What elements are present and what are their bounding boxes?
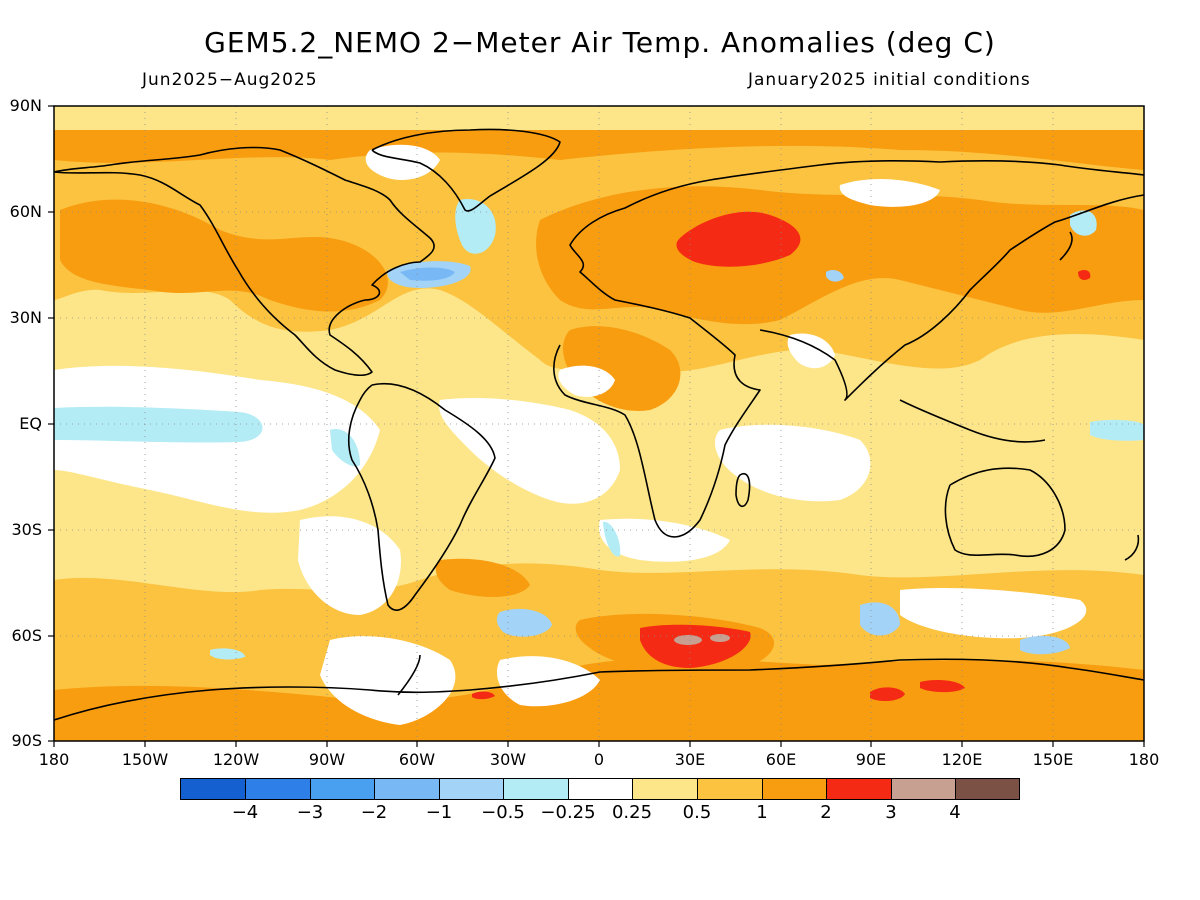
colorbar-label: −3	[296, 802, 324, 823]
south-pacific-neutral	[900, 588, 1087, 639]
antarctica-hotspot	[870, 687, 905, 702]
nw-atlantic-core	[400, 267, 455, 281]
sea-coast	[899, 399, 1046, 443]
madagascar-coast	[735, 473, 751, 508]
siberia-neutral	[839, 178, 940, 207]
arctic-warm	[54, 130, 1144, 170]
colorbar-label: −1	[425, 802, 453, 823]
initial-conditions: January2025 initial conditions	[748, 70, 1031, 90]
lon-label-0: 0	[593, 750, 605, 769]
lon-label-90w: 90W	[308, 750, 346, 769]
lat-label-90n: 90N	[9, 96, 42, 115]
coastlines	[53, 128, 1145, 721]
forecast-period: Jun2025−Aug2025	[142, 70, 318, 90]
colorbar-swatch	[568, 778, 634, 800]
south-atlantic-warm	[435, 558, 530, 597]
north-america-warm	[60, 199, 388, 312]
colorbar-swatch	[955, 778, 1020, 800]
axis-ticks	[48, 105, 1145, 747]
india-neutral	[787, 333, 835, 369]
lon-label-180e: 180	[1128, 750, 1160, 769]
lat-label-30n: 30N	[9, 308, 42, 327]
lat-label-60s: 60S	[11, 626, 42, 645]
lon-label-120w: 120W	[212, 750, 260, 769]
colorbar-label: 3	[885, 802, 897, 823]
antarctic-warm	[54, 658, 1144, 741]
map-title: GEM5.2_NEMO 2−Meter Air Temp. Anomalies …	[204, 26, 996, 59]
colorbar-label: −2	[360, 802, 388, 823]
colorbar-label: 0.5	[682, 802, 712, 823]
s-atlantic-cool	[496, 608, 552, 637]
colorbar-label: 0.25	[611, 802, 653, 823]
lon-label-120e: 120E	[941, 750, 983, 769]
antarctic-peninsula	[397, 654, 421, 696]
europe-africa-coast	[553, 159, 1145, 538]
colorbar-label: −0.25	[540, 802, 596, 823]
colorbar-swatch	[826, 778, 892, 800]
ross-cool	[1020, 635, 1070, 655]
colorbar-swatch	[891, 778, 957, 800]
russia-hotspot	[676, 211, 801, 267]
colorbar-swatch	[374, 778, 440, 800]
southern-ocean-peak-2	[710, 634, 730, 642]
north-america-coast	[53, 146, 435, 377]
asia-coast	[759, 194, 1145, 401]
colorbar-swatch	[503, 778, 569, 800]
lat-label-60n: 60N	[9, 202, 42, 221]
lon-label-60e: 60E	[765, 750, 797, 769]
antarctica-hotspot-2	[920, 680, 965, 693]
s-indian-cool	[603, 521, 621, 557]
lon-label-30w: 30W	[489, 750, 527, 769]
s-pacific-cool	[860, 602, 900, 636]
sahara-neutral	[558, 365, 615, 397]
colorbar-label: −0.5	[481, 802, 525, 823]
eq-east-pacific-cool	[330, 429, 360, 467]
east-asia-hotspot	[1078, 270, 1091, 280]
lat-label-90s: 90S	[11, 731, 42, 750]
colorbar-label: 2	[820, 802, 832, 823]
lon-label-30e: 30E	[674, 750, 706, 769]
colorbar-swatch	[762, 778, 828, 800]
lon-label-180w: 180	[38, 750, 70, 769]
arctic-neutral	[365, 144, 440, 180]
south-indian-neutral	[599, 518, 730, 562]
indian-ocean-neutral	[715, 424, 871, 502]
greenland-coast	[371, 128, 561, 212]
southeast-pacific-neutral	[298, 516, 401, 615]
eurasia-warm	[536, 186, 1144, 325]
colorbar-label: 1	[756, 802, 768, 823]
colorbar-label: 4	[949, 802, 961, 823]
lon-label-150e: 150E	[1032, 750, 1074, 769]
colorbar-swatch	[632, 778, 698, 800]
australia-coast	[944, 467, 1066, 557]
colorbar-swatch	[245, 778, 311, 800]
colorbar-swatch	[180, 778, 246, 800]
south-america-coast	[347, 382, 496, 611]
colorbar-swatch	[697, 778, 763, 800]
japan-coast	[1059, 231, 1073, 261]
lon-label-60w: 60W	[398, 750, 436, 769]
new-zealand-coast	[1124, 534, 1140, 561]
southern-ocean-peak	[674, 635, 702, 645]
weddell-hotspot	[472, 691, 495, 700]
greenland-sea-cool	[455, 199, 496, 254]
eq-pacific-cool	[54, 406, 263, 443]
colorbar-label: −4	[231, 802, 259, 823]
lat-label-eq: EQ	[19, 414, 42, 433]
lat-label-30s: 30S	[11, 520, 42, 539]
lon-label-150w: 150W	[121, 750, 169, 769]
colorbar-swatch	[439, 778, 505, 800]
tropical-atlantic-neutral	[439, 398, 620, 504]
w-pacific-cool	[1090, 419, 1144, 441]
anomaly-field	[54, 106, 1144, 741]
lon-label-90e: 90E	[855, 750, 887, 769]
tibet-cool	[826, 270, 844, 282]
scandinavia-cool	[1070, 210, 1097, 236]
sw-pacific-cool	[210, 648, 245, 660]
antarctica-coast	[53, 658, 1145, 721]
drake-neutral	[320, 636, 456, 725]
colorbar-swatch	[310, 778, 376, 800]
